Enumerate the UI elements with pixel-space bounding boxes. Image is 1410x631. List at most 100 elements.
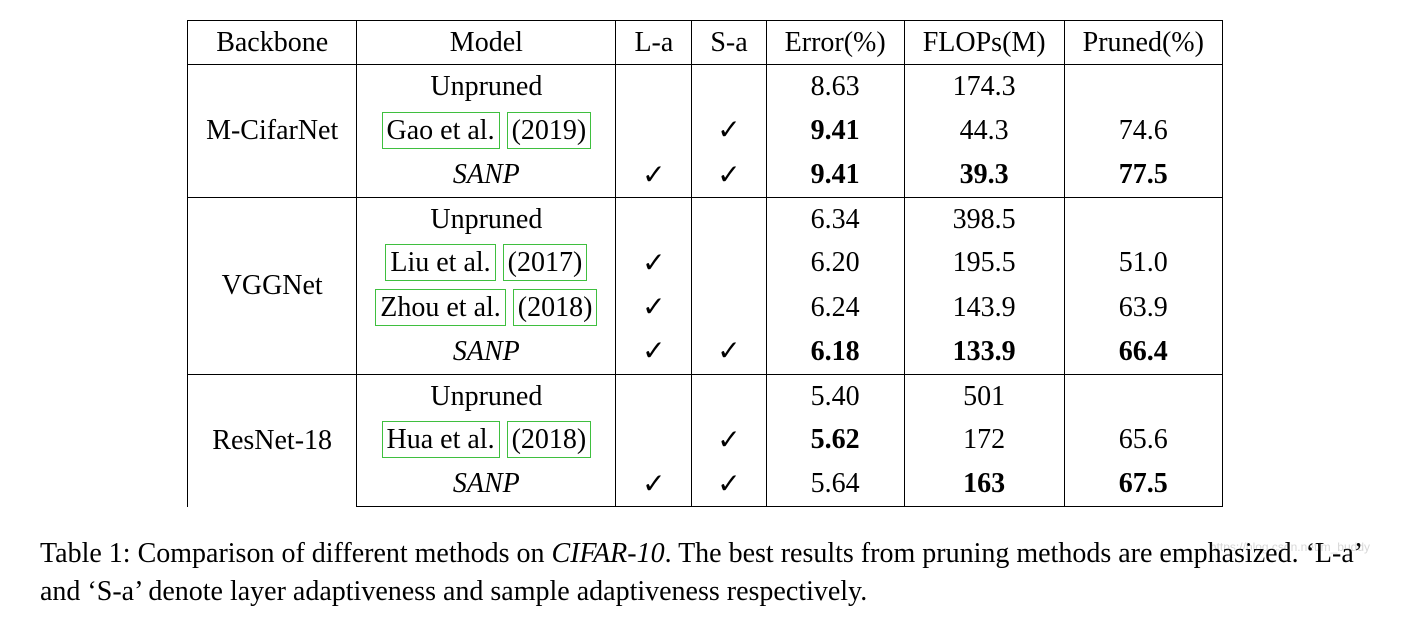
table-group: M-CifarNetUnpruned8.63174.3Gao et al. (2… bbox=[188, 65, 1223, 198]
error-value: 6.34 bbox=[811, 204, 860, 235]
cell-flops: 44.3 bbox=[904, 108, 1064, 152]
error-value: 8.63 bbox=[811, 71, 860, 102]
cell-pruned: 67.5 bbox=[1064, 462, 1222, 507]
citation-author: Hua et al. bbox=[387, 424, 495, 455]
cell-flops: 398.5 bbox=[904, 197, 1064, 241]
check-icon: ✓ bbox=[642, 159, 665, 190]
model-label: SANP bbox=[453, 336, 520, 367]
citation-year[interactable]: (2018) bbox=[513, 289, 598, 326]
table-row: VGGNetUnpruned6.34398.5 bbox=[188, 197, 1223, 241]
citation-box[interactable]: Gao et al. bbox=[382, 112, 500, 149]
citation-year[interactable]: (2019) bbox=[507, 112, 592, 149]
check-icon: ✓ bbox=[717, 424, 740, 455]
citation-year[interactable]: (2018) bbox=[507, 421, 592, 458]
table-header-row: Backbone Model L-a S-a Error(%) FLOPs(M)… bbox=[188, 21, 1223, 65]
cell-backbone: VGGNet bbox=[188, 197, 357, 374]
model-label: SANP bbox=[453, 159, 520, 190]
cell-sa bbox=[692, 197, 766, 241]
cell-error: 5.64 bbox=[766, 462, 904, 507]
cell-model: Unpruned bbox=[357, 374, 616, 418]
pruned-value: 66.4 bbox=[1119, 336, 1168, 367]
model-label: SANP bbox=[453, 468, 520, 499]
flops-value: 44.3 bbox=[960, 115, 1009, 146]
check-icon: ✓ bbox=[717, 468, 740, 499]
cell-error: 5.40 bbox=[766, 374, 904, 418]
cell-pruned bbox=[1064, 197, 1222, 241]
cell-sa: ✓ bbox=[692, 329, 766, 374]
caption-dataset: CIFAR-10 bbox=[552, 538, 665, 569]
cell-model: Unpruned bbox=[357, 65, 616, 109]
cell-pruned: 63.9 bbox=[1064, 285, 1222, 329]
watermark: https://blog.csdn.net/m_buddy bbox=[1210, 540, 1370, 554]
cell-pruned: 74.6 bbox=[1064, 108, 1222, 152]
error-value: 9.41 bbox=[811, 159, 860, 190]
cell-error: 6.18 bbox=[766, 329, 904, 374]
cell-error: 9.41 bbox=[766, 153, 904, 198]
citation-author: Gao et al. bbox=[387, 115, 495, 146]
pruned-value: 51.0 bbox=[1119, 247, 1168, 278]
col-flops: FLOPs(M) bbox=[904, 21, 1064, 65]
cell-sa bbox=[692, 65, 766, 109]
citation-box[interactable]: Hua et al. bbox=[382, 421, 500, 458]
cell-la bbox=[616, 197, 692, 241]
cell-sa: ✓ bbox=[692, 108, 766, 152]
col-backbone: Backbone bbox=[188, 21, 357, 65]
caption-prefix: Table 1: Comparison of different methods… bbox=[40, 538, 552, 569]
cell-sa: ✓ bbox=[692, 462, 766, 507]
cell-flops: 172 bbox=[904, 418, 1064, 462]
cell-error: 6.34 bbox=[766, 197, 904, 241]
cell-sa bbox=[692, 285, 766, 329]
cell-pruned: 66.4 bbox=[1064, 329, 1222, 374]
cell-flops: 174.3 bbox=[904, 65, 1064, 109]
citation-author: Liu et al. bbox=[390, 247, 490, 278]
cell-error: 8.63 bbox=[766, 65, 904, 109]
cell-model: Zhou et al. (2018) bbox=[357, 285, 616, 329]
model-label: Unpruned bbox=[430, 204, 542, 235]
table-group: ResNet-18 Unpruned 5.40 501 Hua et al. (2018… bbox=[188, 374, 1223, 507]
cell-model: Liu et al. (2017) bbox=[357, 241, 616, 285]
cell-error: 6.20 bbox=[766, 241, 904, 285]
pruned-value: 63.9 bbox=[1119, 292, 1168, 323]
col-model: Model bbox=[357, 21, 616, 65]
citation-box[interactable]: Liu et al. bbox=[385, 244, 495, 281]
cell-la bbox=[616, 374, 692, 418]
cell-la: ✓ bbox=[616, 285, 692, 329]
cell-model: SANP bbox=[357, 329, 616, 374]
cell-flops: 163 bbox=[904, 462, 1064, 507]
citation-author: Zhou et al. bbox=[380, 292, 501, 323]
cell-la: ✓ bbox=[616, 153, 692, 198]
error-value: 5.64 bbox=[811, 468, 860, 499]
cell-pruned: 65.6 bbox=[1064, 418, 1222, 462]
error-value: 5.62 bbox=[811, 424, 860, 455]
citation-box[interactable]: Zhou et al. bbox=[375, 289, 506, 326]
cell-model: Unpruned bbox=[357, 197, 616, 241]
cell-sa: ✓ bbox=[692, 418, 766, 462]
flops-value: 195.5 bbox=[953, 247, 1016, 278]
cell-flops: 195.5 bbox=[904, 241, 1064, 285]
table-row: M-CifarNetUnpruned8.63174.3 bbox=[188, 65, 1223, 109]
error-value: 9.41 bbox=[811, 115, 860, 146]
pruned-value: 65.6 bbox=[1119, 424, 1168, 455]
cell-error: 9.41 bbox=[766, 108, 904, 152]
flops-value: 501 bbox=[963, 381, 1005, 412]
flops-value: 163 bbox=[963, 468, 1005, 499]
cell-la: ✓ bbox=[616, 241, 692, 285]
cell-la bbox=[616, 108, 692, 152]
check-icon: ✓ bbox=[717, 335, 740, 366]
citation-year[interactable]: (2017) bbox=[503, 244, 588, 281]
flops-value: 174.3 bbox=[953, 71, 1016, 102]
cell-flops: 133.9 bbox=[904, 329, 1064, 374]
model-label: Unpruned bbox=[430, 381, 542, 412]
pruned-value: 74.6 bbox=[1119, 115, 1168, 146]
col-error: Error(%) bbox=[766, 21, 904, 65]
cell-la bbox=[616, 418, 692, 462]
cell-flops: 143.9 bbox=[904, 285, 1064, 329]
flops-value: 172 bbox=[963, 424, 1005, 455]
cell-pruned bbox=[1064, 65, 1222, 109]
cell-sa bbox=[692, 374, 766, 418]
cell-backbone: ResNet-18 bbox=[188, 374, 357, 507]
cell-model: SANP bbox=[357, 153, 616, 198]
pruned-value: 67.5 bbox=[1119, 468, 1168, 499]
table-group: VGGNet Unpruned 6.34 398.5 Liu et al. (2017)… bbox=[188, 197, 1223, 374]
cell-sa bbox=[692, 241, 766, 285]
